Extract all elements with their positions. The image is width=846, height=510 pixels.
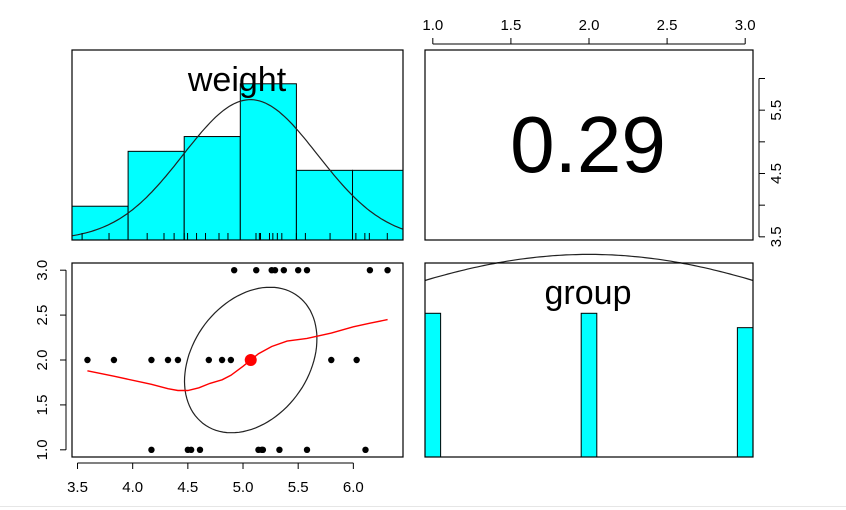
scatter-point (384, 266, 391, 274)
correlation-value: 0.29 (510, 100, 666, 189)
group-hist-bars (424, 312, 754, 458)
group-label: group (545, 274, 632, 312)
weight-hist-bars (71, 83, 404, 241)
scatter-point (227, 356, 235, 364)
loess-curve (87, 318, 388, 392)
scatter-point (366, 266, 374, 274)
group-hist-bar (580, 312, 598, 458)
y-tick-label: 3.0 (34, 260, 51, 281)
scatter-y-axis: 1.0 1.5 2.0 2.5 3.0 (34, 260, 67, 460)
weight-density-curve (71, 98, 404, 237)
y-tick-label: 1.0 (34, 439, 51, 460)
scatter-panel: 3.5 4.0 4.5 5.0 5.5 6.0 1.0 1.5 2.0 2.5 3.0 (34, 260, 404, 496)
right-tick-label: 4.5 (768, 163, 785, 184)
group-density-curve (424, 253, 754, 282)
correlation-panel-border (424, 49, 754, 241)
page-divider (0, 506, 846, 507)
group-hist-panel: group (424, 253, 754, 458)
scatter-points (84, 266, 391, 454)
scatter-point (362, 446, 369, 454)
top-tick-label: 1.5 (500, 17, 521, 34)
x-tick-label: 5.5 (288, 479, 309, 496)
top-tick-label: 2.0 (579, 17, 600, 34)
correlation-ellipse (183, 286, 318, 434)
scatter-point (205, 356, 213, 364)
scatter-point (164, 356, 172, 364)
group-panel-border (424, 262, 754, 458)
right-axis: 3.5 4.5 5.5 (758, 78, 785, 247)
scatter-point (253, 266, 260, 274)
scatter-point (259, 446, 267, 454)
x-tick-label: 4.0 (122, 479, 143, 496)
scatter-point (353, 356, 360, 364)
scatter-point (280, 266, 288, 274)
top-tick-label: 2.5 (657, 17, 678, 34)
scatter-point (187, 446, 195, 454)
weight-panel-border (71, 49, 404, 241)
scatter-point (196, 446, 204, 454)
weight-hist-bar (295, 169, 354, 241)
weight-hist-bar (352, 169, 404, 241)
group-hist-bar (424, 312, 442, 458)
scatter-point (276, 446, 283, 454)
y-tick-label: 2.5 (34, 305, 51, 326)
scatter-point (230, 266, 238, 274)
correlation-panel: 0.29 (424, 49, 754, 241)
scatter-point (148, 356, 155, 364)
x-tick-label: 3.5 (67, 479, 88, 496)
scatter-point (271, 266, 279, 274)
weight-label: weight (187, 61, 287, 99)
scatter-panel-border (71, 262, 404, 458)
right-tick-label: 3.5 (768, 226, 785, 247)
group-hist-bar (736, 327, 754, 458)
weight-hist-bar (71, 205, 129, 241)
scatter-point (218, 356, 226, 364)
y-tick-label: 1.5 (34, 394, 51, 415)
right-tick-label: 5.5 (768, 100, 785, 121)
scatter-point (84, 356, 91, 364)
scatter-point (148, 446, 155, 454)
weight-hist-bar (183, 136, 241, 241)
x-tick-label: 5.0 (233, 479, 254, 496)
scatter-point (294, 266, 302, 274)
scatter-point (328, 356, 335, 364)
top-tick-label: 1.0 (422, 17, 443, 34)
scatter-x-axis: 3.5 4.0 4.5 5.0 5.5 6.0 (67, 462, 364, 496)
weight-hist-bar (239, 83, 297, 241)
weight-rug (81, 233, 388, 240)
top-axis: 1.0 1.5 2.0 2.5 3.0 (422, 17, 756, 45)
scatter-center-point (244, 354, 257, 366)
y-tick-label: 2.0 (34, 350, 51, 371)
scatter-point (303, 266, 311, 274)
x-tick-label: 4.5 (177, 479, 198, 496)
scatter-point (110, 356, 118, 364)
scatter-point (174, 356, 182, 364)
weight-hist-panel: weight (71, 49, 404, 241)
scatter-point (303, 446, 311, 454)
x-tick-label: 6.0 (343, 479, 364, 496)
top-tick-label: 3.0 (735, 17, 756, 34)
